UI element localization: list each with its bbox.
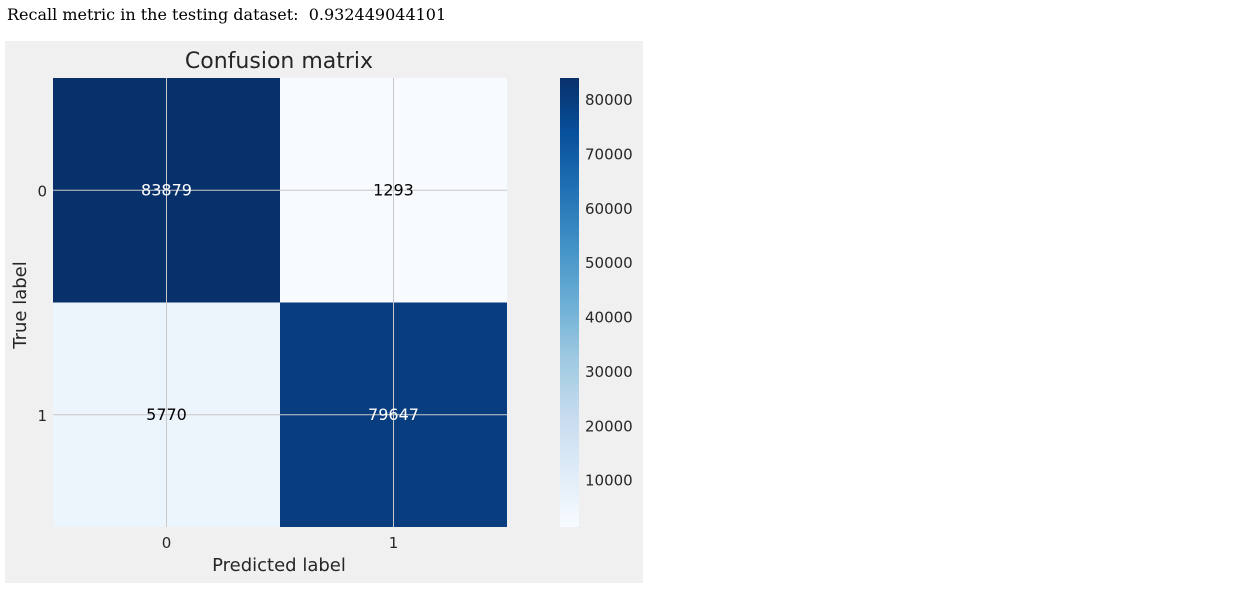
cell-label-1-0: 5770 (146, 405, 187, 424)
y-axis-label: True label (10, 261, 31, 350)
y-tick-labels: 01 (37, 182, 47, 425)
x-axis-label: Predicted label (212, 555, 346, 576)
cell-label-0-0: 83879 (141, 180, 192, 199)
colorbar-tick-labels: 10000 20000 30000 40000 50000 60000 70000 80000 (585, 91, 633, 490)
cell-label-1-1: 79647 (368, 405, 419, 424)
y-tick-label: 1 (37, 407, 47, 425)
cell-labels: 83879 1293 5770 79647 (141, 180, 419, 424)
recall-output-line: Recall metric in the testing dataset: 0.… (7, 5, 446, 24)
colorbar (560, 78, 579, 527)
y-tick-label: 0 (37, 182, 47, 200)
recall-value: 0.932449044101 (308, 5, 447, 24)
x-tick-label: 0 (162, 534, 172, 552)
recall-label: Recall metric in the testing dataset: (7, 5, 299, 24)
colorbar-tick-label: 20000 (585, 417, 633, 435)
colorbar-tick-label: 10000 (585, 472, 633, 490)
colorbar-tick-label: 50000 (585, 254, 633, 272)
chart-title: Confusion matrix (185, 49, 373, 74)
x-tick-label: 1 (389, 534, 399, 552)
heatmap-cells (53, 78, 507, 527)
colorbar-tick-label: 60000 (585, 200, 633, 218)
colorbar-tick-label: 80000 (585, 91, 633, 109)
cell-label-0-1: 1293 (373, 180, 414, 199)
gridlines (53, 78, 507, 527)
colorbar-tick-label: 70000 (585, 145, 633, 163)
colorbar-tick-label: 40000 (585, 309, 633, 327)
colorbar-tick-label: 30000 (585, 363, 633, 381)
